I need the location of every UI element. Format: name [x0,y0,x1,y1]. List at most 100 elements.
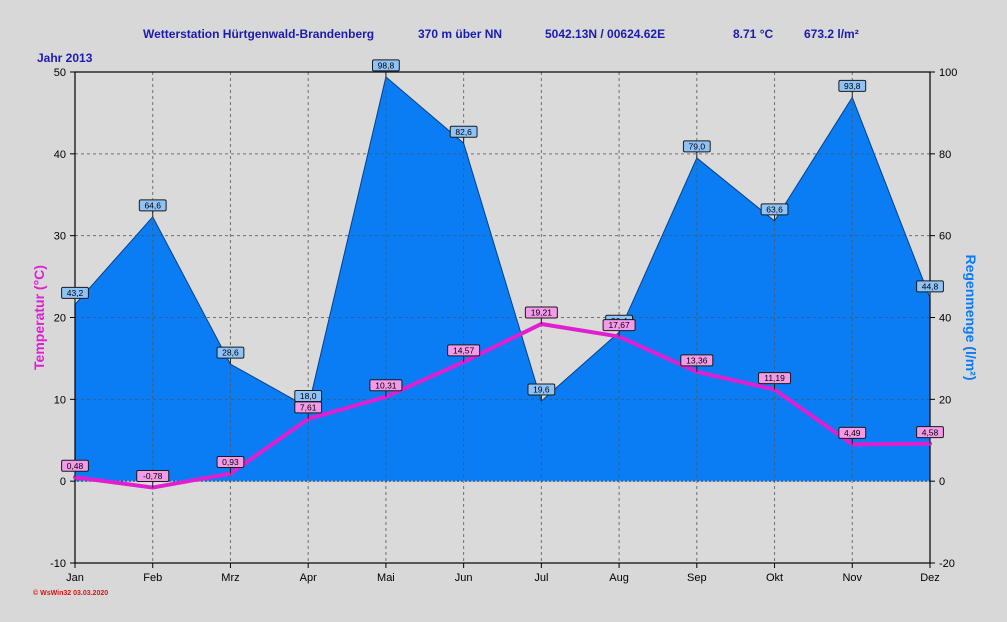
y-axis-tick-label: 30 [54,231,66,243]
y2-axis-tick-label: 0 [939,476,945,488]
data-label-box [758,372,792,385]
total-rainfall: 673.2 l/m² [804,27,859,41]
data-label-box [524,306,558,319]
data-label-text: 7,61 [300,402,317,412]
y2-axis-tick-label: 100 [939,67,957,79]
data-label-text: 18,0 [300,391,317,401]
y-axis-title: Temperatur (°C) [31,265,47,370]
data-label-box [136,470,170,483]
data-label-text: 0,48 [67,461,84,471]
rain-value-label: 82,6 [449,125,478,144]
data-label-text: 10,31 [375,380,397,390]
data-label-box [916,280,944,293]
data-label-box [216,346,245,359]
rain-value-label: 64,6 [138,199,167,217]
data-label-box [216,456,245,469]
data-label-text: 64,6 [144,200,161,210]
data-label-text: 4,49 [844,428,861,438]
data-label-box [682,140,711,153]
data-label-box [760,203,789,216]
rain-value-label: 63,6 [760,203,789,221]
y2-axis-tick-label: 80 [939,149,951,161]
x-axis-tick-label: Apr [300,572,317,584]
data-label-box [680,354,714,367]
x-axis-tick-label: Okt [766,572,783,584]
temperature-value-label: 0,48 [61,459,89,478]
y-axis-tick-label: 40 [54,149,66,161]
x-axis-tick-label: Jul [534,572,548,584]
y-axis-tick-label: 20 [54,313,66,325]
temperature-value-label: 10,31 [369,379,403,397]
temperature-value-label: 13,36 [680,354,714,372]
data-label-text: 43,2 [67,288,84,298]
x-axis-tick-label: Mai [377,572,395,584]
temperature-value-label: 4,49 [838,426,867,445]
data-label-text: 4,58 [922,427,939,437]
y-axis-tick-label: 10 [54,394,66,406]
data-label-box [838,79,867,92]
data-label-text: 14,57 [453,346,475,356]
data-label-text: 0,93 [222,457,239,467]
station-altitude: 370 m über NN [418,27,503,41]
software-credit: © WsWin32 03.03.2020 [33,590,109,597]
data-label-text: 13,36 [686,355,708,365]
station-coordinates: 5042.13N / 00624.62E [545,27,666,41]
data-label-text: -0,78 [143,471,163,481]
y2-axis-tick-label: 40 [939,313,951,325]
data-label-text: 17,67 [608,320,630,330]
data-label-text: 28,6 [222,348,239,358]
x-axis-tick-label: Aug [609,572,629,584]
data-label-text: 11,19 [764,373,785,383]
temperature-value-label: 14,57 [447,344,481,362]
rain-value-label: 79,0 [682,140,711,158]
data-label-box [527,383,556,396]
rain-value-label: 93,8 [838,79,867,98]
y2-axis-tick-label: 20 [939,394,951,406]
x-axis-tick-label: Feb [143,572,162,584]
data-label-text: 79,0 [689,142,706,152]
temperature-value-label: 4,58 [916,426,944,444]
x-axis-tick-label: Dez [920,572,940,584]
data-label-text: 19,6 [533,385,550,395]
x-axis-tick-label: Jan [66,572,84,584]
y-axis-tick-label: 50 [54,67,66,79]
x-axis-tick-label: Mrz [221,572,239,584]
temperature-line [73,321,932,490]
x-axis-tick-label: Nov [842,572,862,584]
data-label-box [602,319,636,332]
data-label-text: 98,8 [378,61,395,71]
data-label-text: 19,21 [531,308,553,318]
rain-value-label: 98,8 [372,59,400,77]
data-label-box [61,286,89,299]
y2-axis-tick-label: -20 [939,558,955,570]
data-label-box [294,401,323,414]
x-axis-tick-label: Sep [687,572,707,584]
average-temperature: 8.71 °C [733,27,774,41]
rain-value-label: 28,6 [216,346,245,365]
y2-axis-title: Regenmenge (l/m²) [963,254,979,380]
data-label-text: 44,8 [922,281,939,291]
y-axis-tick-label: 0 [60,476,66,488]
data-label-text: 82,6 [455,127,472,137]
rain-value-label: 19,6 [527,383,556,401]
data-label-text: 93,8 [844,81,861,91]
x-axis-tick-label: Jun [455,572,473,584]
data-label-box [372,59,400,72]
temperature-value-label: 19,21 [524,306,558,324]
data-label-box [369,379,403,392]
temperature-value-label: 0,93 [216,456,245,474]
data-label-text: 63,6 [766,205,783,215]
station-name: Wetterstation Hürtgenwald-Brandenberg [143,27,375,41]
temperature-value-label: 17,67 [602,319,636,337]
data-label-box [449,125,478,138]
data-label-box [447,344,481,357]
temperature-value-label: 7,61 [294,401,323,419]
rain-value-label: 43,2 [61,286,89,305]
temperature-value-label: 11,19 [758,372,792,390]
data-label-box [138,199,167,212]
data-label-box [61,459,89,472]
y-axis-tick-label: -10 [50,558,66,570]
data-label-box [838,426,867,439]
